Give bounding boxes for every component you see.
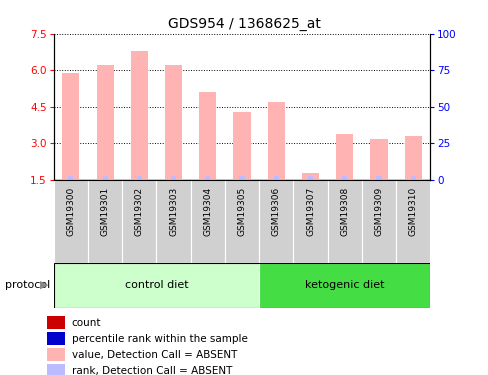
Bar xyxy=(205,176,210,180)
Bar xyxy=(259,262,429,308)
Bar xyxy=(361,180,395,262)
Bar xyxy=(88,180,122,262)
Text: ketogenic diet: ketogenic diet xyxy=(305,280,384,290)
Text: GSM19300: GSM19300 xyxy=(66,187,75,236)
Bar xyxy=(130,51,147,180)
Bar xyxy=(156,180,190,262)
Bar xyxy=(47,332,65,345)
Text: GSM19303: GSM19303 xyxy=(169,187,178,236)
Bar xyxy=(259,180,293,262)
Bar xyxy=(293,180,327,262)
Text: count: count xyxy=(71,318,101,328)
Bar xyxy=(47,348,65,361)
Bar xyxy=(376,176,381,180)
Bar xyxy=(239,176,244,180)
Bar xyxy=(327,180,361,262)
Bar xyxy=(395,180,429,262)
Bar xyxy=(171,176,176,180)
Bar xyxy=(302,172,319,180)
Text: GSM19307: GSM19307 xyxy=(305,187,314,236)
Bar xyxy=(336,134,352,180)
Bar xyxy=(404,136,421,180)
Bar xyxy=(164,65,182,180)
Text: GDS954 / 1368625_at: GDS954 / 1368625_at xyxy=(168,17,320,31)
Text: value, Detection Call = ABSENT: value, Detection Call = ABSENT xyxy=(71,350,237,360)
Text: GSM19305: GSM19305 xyxy=(237,187,246,236)
Bar xyxy=(199,92,216,180)
Bar xyxy=(190,180,224,262)
Bar xyxy=(54,180,88,262)
Text: GSM19306: GSM19306 xyxy=(271,187,280,236)
Bar xyxy=(224,180,259,262)
Text: GSM19308: GSM19308 xyxy=(340,187,348,236)
Text: ▶: ▶ xyxy=(40,280,48,290)
Text: GSM19309: GSM19309 xyxy=(374,187,383,236)
Text: GSM19301: GSM19301 xyxy=(101,187,109,236)
Bar xyxy=(62,73,79,180)
Text: percentile rank within the sample: percentile rank within the sample xyxy=(71,334,247,344)
Bar xyxy=(273,176,278,180)
Bar xyxy=(267,102,284,180)
Bar xyxy=(96,65,113,180)
Bar xyxy=(370,139,386,180)
Bar xyxy=(102,176,107,180)
Bar xyxy=(68,176,73,180)
Text: rank, Detection Call = ABSENT: rank, Detection Call = ABSENT xyxy=(71,366,231,375)
Text: GSM19310: GSM19310 xyxy=(408,187,417,236)
Bar xyxy=(137,176,142,180)
Bar xyxy=(410,176,415,180)
Bar xyxy=(122,180,156,262)
Bar xyxy=(47,364,65,375)
Bar xyxy=(54,262,259,308)
Bar xyxy=(47,316,65,329)
Text: control diet: control diet xyxy=(124,280,188,290)
Text: GSM19304: GSM19304 xyxy=(203,187,212,236)
Text: protocol: protocol xyxy=(5,280,50,290)
Bar xyxy=(342,176,346,180)
Bar xyxy=(233,112,250,180)
Text: GSM19302: GSM19302 xyxy=(135,187,143,236)
Bar xyxy=(307,176,312,180)
